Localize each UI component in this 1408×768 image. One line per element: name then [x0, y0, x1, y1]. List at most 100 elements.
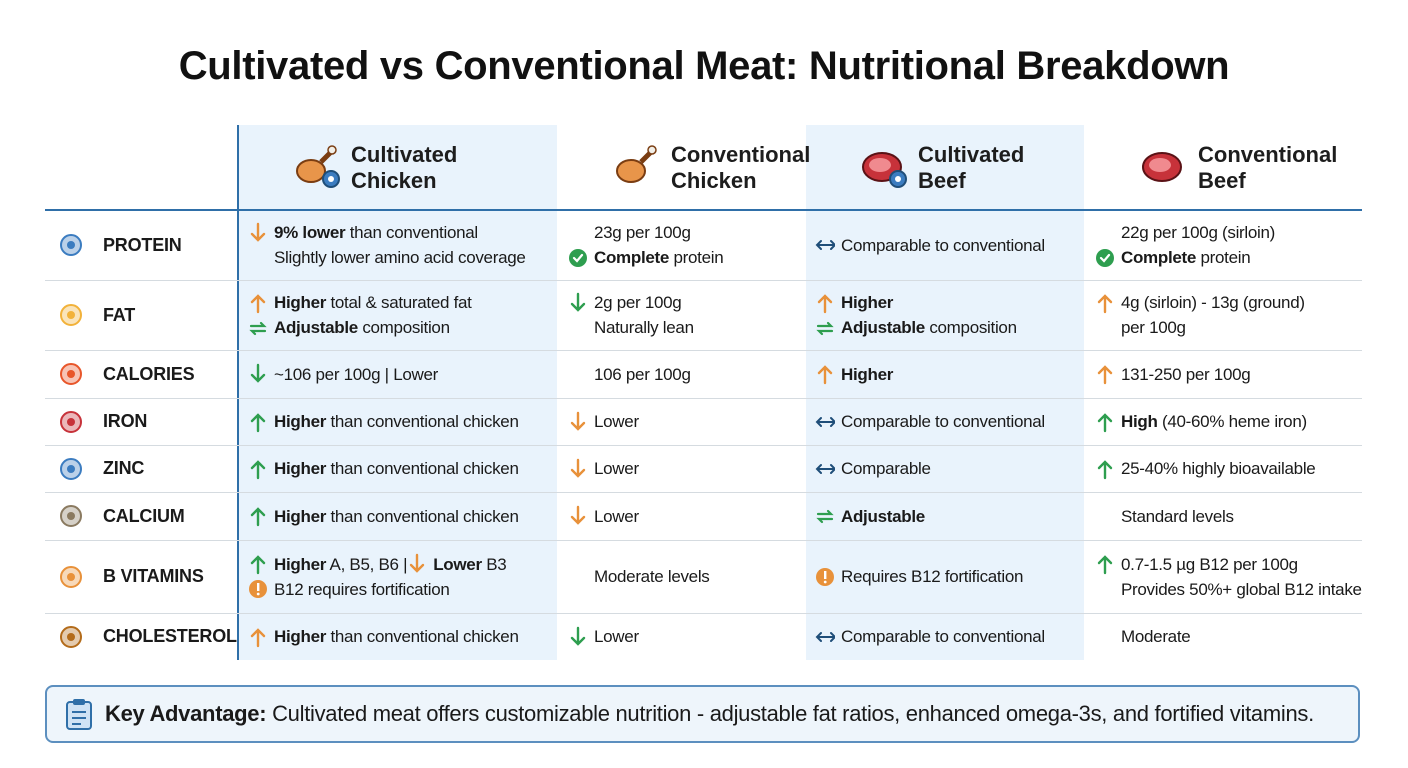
status-icon	[816, 567, 834, 586]
cell-line: 0.7-1.5 µg B12 per 100g	[1095, 552, 1362, 577]
cell-line: per 100g	[1095, 315, 1362, 340]
cell-line: 9% lower than conventional	[248, 220, 558, 245]
status-icon	[817, 293, 833, 313]
cell-line: Higher total & saturated fat	[248, 290, 558, 315]
cell-line: Complete protein	[568, 245, 805, 270]
cell-text: Comparable to conventional	[841, 235, 1045, 255]
status-icon	[250, 363, 266, 383]
row-label-text: CHOLESTEROL	[103, 626, 237, 646]
table-cell: Higher A, B5, B6 | Lower B3 B12 requires f…	[248, 540, 558, 613]
cell-text: 4g (sirloin) - 13g (ground)	[1121, 293, 1305, 312]
cell-text: Higher	[274, 554, 327, 574]
cell-text: Lower	[594, 412, 639, 431]
key-advantage-box: Key Advantage: Cultivated meat offers cu…	[45, 685, 1360, 743]
table-cell: Moderate levels	[568, 540, 805, 613]
label-column-rule	[237, 125, 239, 660]
cell-line: 25-40% highly bioavailable	[1095, 456, 1362, 481]
cell-text: 23g per 100g	[594, 223, 691, 242]
cell-text: Higher	[274, 412, 327, 431]
cell-line: Higher	[815, 290, 1085, 315]
footer-label: Key Advantage:	[105, 701, 267, 726]
cell-text: per 100g	[1121, 318, 1186, 337]
cell-text: than conventional	[345, 223, 478, 242]
cell-line: Higher than conventional chicken	[248, 409, 558, 434]
cell-line: 23g per 100g	[568, 220, 805, 245]
cell-text: protein	[1196, 248, 1251, 267]
status-icon	[250, 412, 266, 432]
cell-line: High (40-60% heme iron)	[1095, 409, 1362, 434]
table-cell: Lower	[568, 445, 805, 492]
cell-text: Lower	[594, 627, 639, 646]
table-cell: Higher total & saturated fat Adjustable c…	[248, 280, 558, 350]
row-label-text: CALORIES	[103, 363, 195, 384]
cell-line: Standard levels	[1095, 504, 1362, 529]
cell-text: protein	[669, 248, 724, 267]
table-cell: 22g per 100g (sirloin) Complete protein	[1095, 210, 1362, 280]
header-line: Chicken	[671, 168, 757, 193]
cell-text: Comparable to conventional	[841, 412, 1045, 431]
row-label-text: PROTEIN	[103, 234, 182, 255]
cell-text: 2g per 100g	[594, 293, 682, 312]
cell-line: Higher	[815, 362, 1085, 387]
row-label-text: B VITAMINS	[103, 566, 204, 586]
row-label: ZINC	[45, 445, 238, 492]
table-cell: Adjustable	[815, 492, 1085, 540]
cell-line: Higher than conventional chicken	[248, 456, 558, 481]
cell-text: Requires B12 fortification	[841, 567, 1024, 586]
cell-text: Comparable	[841, 459, 931, 478]
status-icon	[570, 505, 586, 525]
table-cell: 23g per 100g Complete protein	[568, 210, 805, 280]
cell-text: B12 requires fortification	[274, 579, 450, 599]
status-icon	[569, 248, 587, 267]
cell-text: Higher	[274, 459, 327, 478]
row-label-text: ZINC	[103, 458, 145, 478]
table-cell: Requires B12 fortification	[815, 540, 1085, 613]
header-text: Cultivated Beef	[918, 142, 1024, 194]
table-cell: Higher than conventional chicken	[248, 445, 558, 492]
cell-line: Adjustable composition	[248, 315, 558, 340]
table-cell: 106 per 100g	[568, 350, 805, 398]
cell-text: Adjustable	[841, 506, 925, 526]
row-label: FAT	[45, 280, 238, 350]
cell-text: Moderate	[1121, 627, 1191, 646]
cell-line: B12 requires fortification	[248, 577, 558, 602]
table-cell: Lower	[568, 398, 805, 445]
status-icon	[1097, 412, 1113, 432]
status-icon	[570, 458, 586, 478]
status-icon	[250, 627, 266, 647]
status-icon	[815, 631, 835, 642]
cell-text: than conventional chicken	[326, 459, 519, 478]
cell-text: than conventional chicken	[326, 506, 519, 526]
header-text: Cultivated Chicken	[351, 142, 457, 194]
header-text: Conventional Chicken	[671, 142, 810, 194]
header-line: Conventional	[1198, 142, 1338, 167]
clipboard-icon	[66, 699, 92, 730]
row-label: CALORIES	[45, 350, 238, 398]
cell-line: Naturally lean	[568, 315, 805, 340]
row-label: B VITAMINS	[45, 540, 238, 613]
header-line: Beef	[1198, 168, 1246, 193]
cell-line: Moderate levels	[568, 564, 805, 589]
cell-text: 131-250 per 100g	[1121, 364, 1251, 384]
row-icon	[60, 625, 82, 648]
header-text: Conventional Beef	[1198, 142, 1337, 194]
table-cell: Moderate	[1095, 613, 1362, 660]
row-label: CALCIUM	[45, 492, 238, 540]
cell-text: than conventional chicken	[326, 412, 519, 431]
cell-text: total & saturated fat	[326, 293, 472, 312]
cell-line: Complete protein	[1095, 245, 1362, 270]
status-icon	[250, 507, 266, 527]
cell-text: 9% lower	[274, 223, 346, 242]
cell-line: Provides 50%+ global B12 intake	[1095, 577, 1362, 602]
status-icon	[815, 416, 835, 427]
header-icon	[296, 145, 340, 188]
cell-text: Standard levels	[1121, 506, 1234, 526]
cell-text: Higher	[274, 293, 327, 312]
cell-text: (40-60% heme iron)	[1157, 412, 1307, 431]
status-icon	[570, 626, 586, 646]
status-icon	[250, 555, 266, 575]
cell-text: Complete	[594, 248, 670, 267]
row-label-text: FAT	[103, 304, 136, 325]
table-cell: Comparable to conventional	[815, 398, 1085, 445]
